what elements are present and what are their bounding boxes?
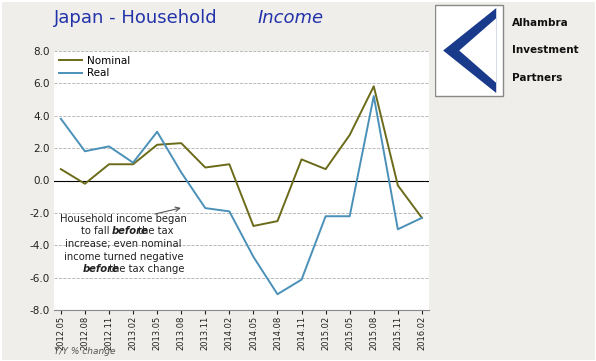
Text: income turned negative: income turned negative [64,252,183,262]
Text: Japan - Household: Japan - Household [54,9,223,27]
Text: the tax: the tax [135,226,173,236]
Text: Y/Y % change: Y/Y % change [54,347,115,356]
Text: Income: Income [257,9,324,27]
FancyBboxPatch shape [435,5,502,96]
Text: the tax change: the tax change [106,265,185,274]
Text: to fall: to fall [81,226,113,236]
Text: Investment: Investment [513,45,579,56]
Text: Partners: Partners [513,73,563,83]
Polygon shape [459,18,496,83]
Polygon shape [443,8,496,93]
Text: before: before [112,226,148,236]
Legend: Nominal, Real: Nominal, Real [59,56,130,78]
Text: increase; even nominal: increase; even nominal [65,239,182,249]
Text: Household income began: Household income began [60,214,187,224]
Text: Alhambra: Alhambra [513,18,569,28]
Text: before: before [83,265,120,274]
